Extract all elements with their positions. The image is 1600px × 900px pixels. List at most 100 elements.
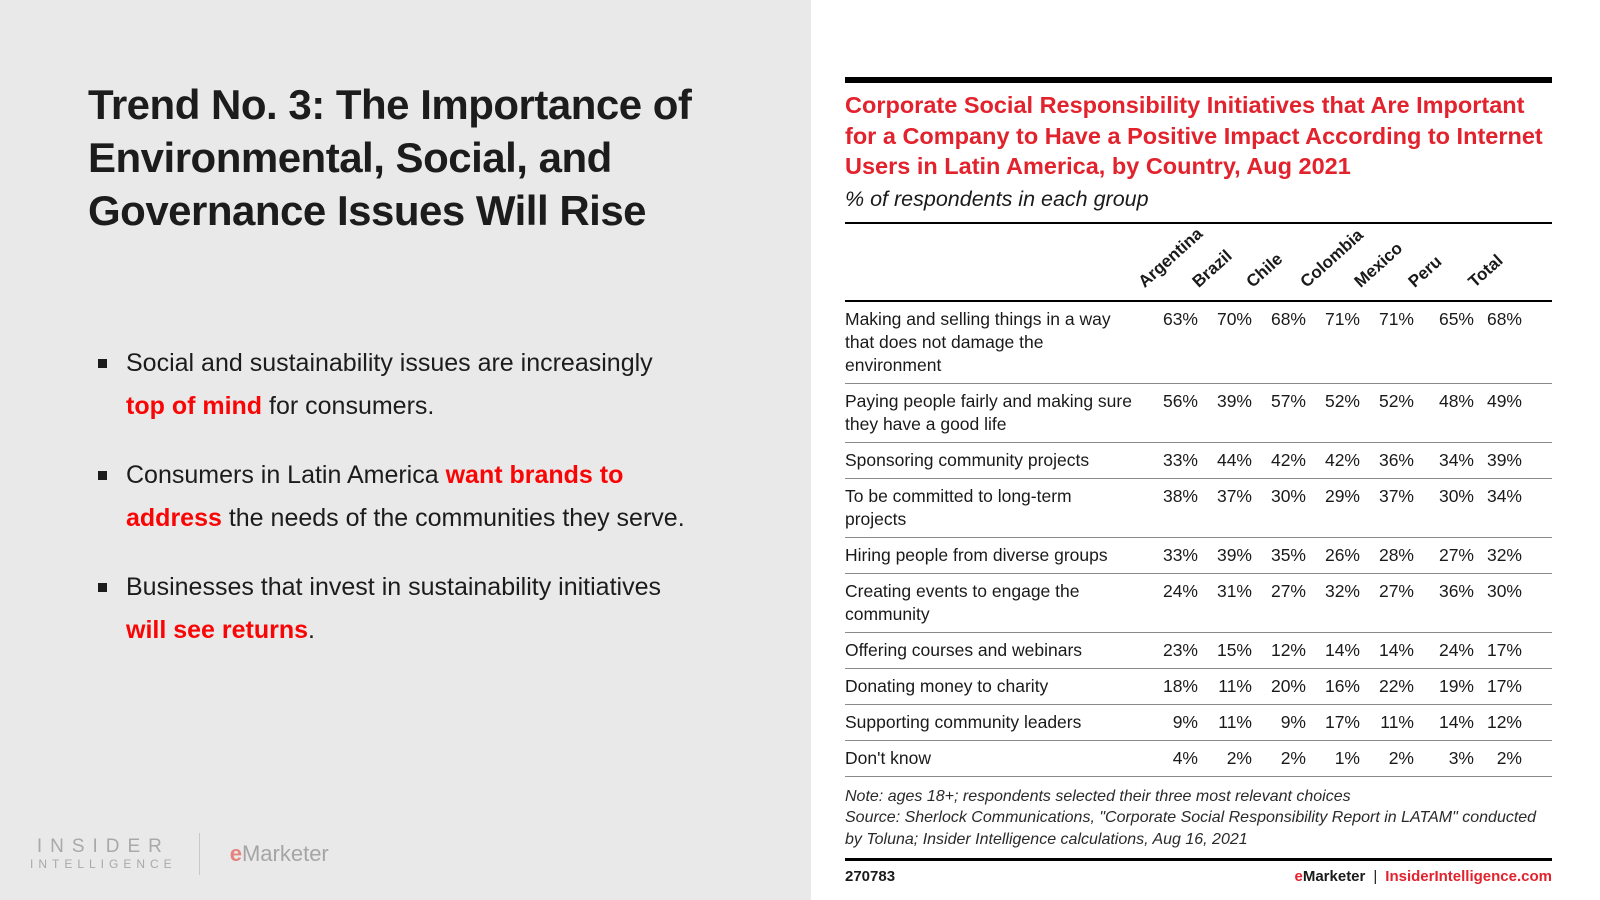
row-value: 14% [1324, 639, 1360, 660]
row-label: Hiring people from diverse groups [845, 544, 1108, 565]
row-value: 12% [1486, 711, 1522, 732]
row-label: Don't know [845, 747, 932, 768]
row-value: 4% [1172, 747, 1198, 768]
row-label: Paying people fairly and making sure the… [845, 390, 1132, 434]
row-value: 17% [1486, 639, 1522, 660]
row-value: 42% [1270, 449, 1306, 470]
row-label: Supporting community leaders [845, 711, 1082, 732]
logo-divider [198, 833, 200, 875]
row-value: 36% [1378, 449, 1414, 470]
bullet-text: Consumers in Latin America want brands t… [126, 461, 685, 532]
row-value: 37% [1378, 485, 1414, 506]
row-value: 57% [1270, 390, 1306, 411]
row-value: 27% [1270, 580, 1306, 601]
row-value: 19% [1438, 675, 1474, 696]
insider-intelligence-link[interactable]: InsiderIntelligence.com [1385, 868, 1552, 885]
csr-chart: Corporate Social Responsibility Initiati… [845, 77, 1552, 885]
row-value: 26% [1324, 544, 1360, 565]
row-value: 34% [1438, 449, 1474, 470]
emarketer-logo-rest: Marketer [241, 841, 329, 866]
row-value: 11% [1218, 711, 1252, 732]
column-header-brazil: Brazil [1189, 224, 1252, 300]
table-row: To be committed to long-term projects 38%… [845, 479, 1552, 538]
row-value: 2% [1226, 747, 1252, 768]
row-value: 52% [1378, 390, 1414, 411]
bullet-marker-icon [98, 359, 107, 368]
row-value: 11% [1380, 711, 1414, 732]
row-value: 20% [1270, 675, 1306, 696]
row-value: 14% [1378, 639, 1414, 660]
row-value: 32% [1486, 544, 1522, 565]
footer-separator: | [1373, 868, 1378, 885]
row-value: 14% [1438, 711, 1474, 732]
row-label: Creating events to engage the community [845, 580, 1080, 624]
row-value: 22% [1378, 675, 1414, 696]
row-value: 31% [1216, 580, 1252, 601]
row-value: 33% [1162, 449, 1198, 470]
row-value: 68% [1486, 308, 1522, 329]
column-header-peru: Peru [1405, 224, 1474, 300]
row-value: 39% [1216, 390, 1252, 411]
row-value: 34% [1486, 485, 1522, 506]
row-value: 29% [1324, 485, 1360, 506]
bullet-marker-icon [98, 583, 107, 592]
row-value: 30% [1438, 485, 1474, 506]
csr-table: Argentina Brazil Chile Colombia Mexico Peru To… [845, 221, 1552, 777]
row-value: 44% [1216, 449, 1252, 470]
table-row: Hiring people from diverse groups 33% 39% 3… [845, 538, 1552, 574]
chart-title: Corporate Social Responsibility Initiati… [845, 92, 1543, 179]
row-value: 27% [1378, 580, 1414, 601]
table-row: Offering courses and webinars 23% 15% 12% 14… [845, 633, 1552, 669]
bullet-text: Social and sustainability issues are inc… [126, 349, 653, 420]
bullet-list: Social and sustainability issues are inc… [98, 342, 718, 678]
row-value: 68% [1270, 308, 1306, 329]
column-header-total: Total [1465, 224, 1522, 300]
chart-top-rule [845, 77, 1552, 83]
row-value: 39% [1486, 449, 1522, 470]
table-body: Making and selling things in a way that … [845, 302, 1552, 777]
row-label: To be committed to long-term projects [845, 485, 1072, 529]
row-label: Donating money to charity [845, 675, 1049, 696]
table-row: Making and selling things in a way that … [845, 302, 1552, 384]
chart-subtitle: % of respondents in each group [845, 186, 1149, 211]
row-value: 11% [1218, 675, 1252, 696]
row-value: 24% [1162, 580, 1198, 601]
chart-panel: Corporate Social Responsibility Initiati… [811, 0, 1600, 900]
row-value: 17% [1324, 711, 1360, 732]
chart-footer-brand: eMarketer | InsiderIntelligence.com [1294, 868, 1552, 885]
row-value: 9% [1280, 711, 1306, 732]
row-value: 48% [1438, 390, 1474, 411]
insider-wordmark: INSIDER [36, 835, 170, 857]
row-value: 2% [1388, 747, 1414, 768]
intelligence-wordmark: INTELLIGENCE [30, 856, 177, 871]
bullet-marker-icon [98, 471, 107, 480]
row-value: 52% [1324, 390, 1360, 411]
row-value: 38% [1162, 485, 1198, 506]
row-value: 37% [1216, 485, 1252, 506]
row-label: Offering courses and webinars [845, 639, 1083, 660]
bullet-item: Consumers in Latin America want brands t… [98, 454, 718, 540]
row-value: 33% [1162, 544, 1198, 565]
row-value: 23% [1162, 639, 1198, 660]
insider-intelligence-logo: INSIDER INTELLIGENCE [30, 835, 177, 872]
table-row: Creating events to engage the community 2… [845, 574, 1552, 633]
row-value: 30% [1270, 485, 1306, 506]
slide-left-panel: Trend No. 3: The Importance of Environme… [0, 0, 811, 900]
column-header-colombia: Colombia [1297, 224, 1367, 300]
table-header-row: Argentina Brazil Chile Colombia Mexico Peru To… [845, 221, 1552, 302]
row-value: 71% [1378, 308, 1414, 329]
row-value: 12% [1270, 639, 1306, 660]
table-row: Don't know 4% 2% 2% 1% 2% 3% 2% [845, 741, 1552, 777]
bullet-item: Businesses that invest in sustainability… [98, 566, 718, 652]
emarketer-logo-e: e [229, 841, 242, 866]
row-value: 71% [1324, 308, 1360, 329]
row-value: 30% [1486, 580, 1522, 601]
chart-note: Note: ages 18+; respondents selected the… [845, 787, 1351, 805]
row-value: 2% [1280, 747, 1306, 768]
row-value: 1% [1334, 747, 1360, 768]
bullet-text: Businesses that invest in sustainability… [126, 573, 661, 644]
chart-footer: 270783 eMarketer | InsiderIntelligence.c… [845, 858, 1552, 885]
chart-id: 270783 [845, 868, 896, 885]
row-value: 56% [1162, 390, 1198, 411]
row-value: 36% [1438, 580, 1474, 601]
